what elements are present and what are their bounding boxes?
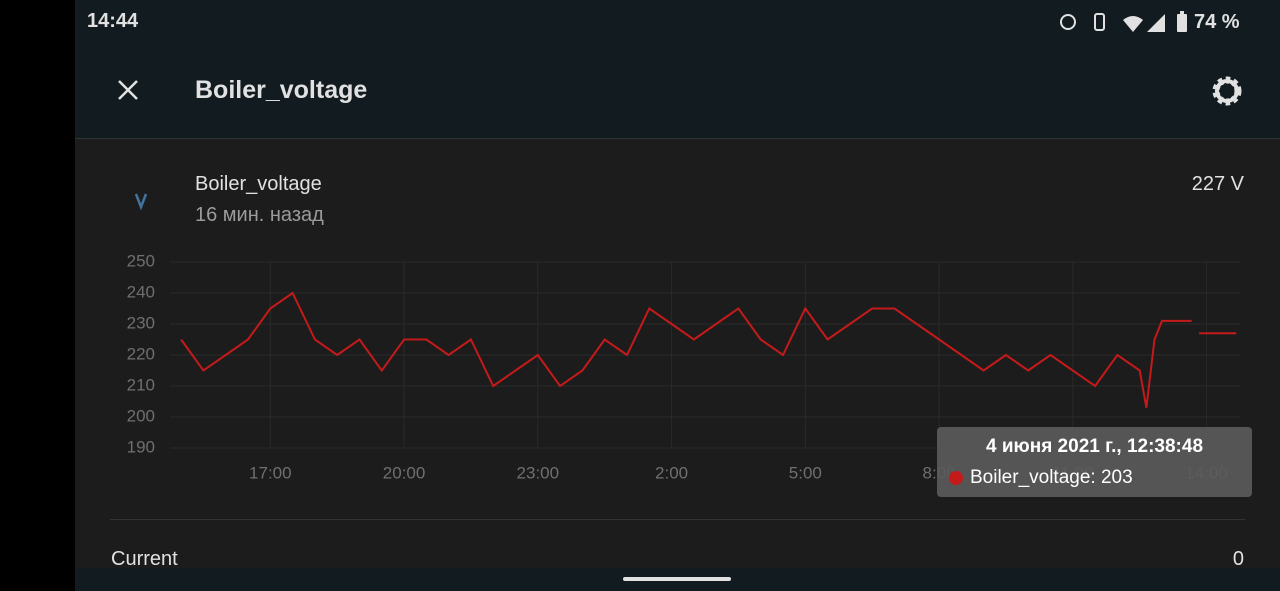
entity-name: Boiler_voltage	[195, 173, 322, 195]
tooltip-row: Boiler_voltage: 203	[949, 467, 1252, 489]
attribute-name: Current	[111, 548, 178, 570]
status-icons	[1060, 13, 1165, 32]
y-tick-label: 210	[127, 375, 155, 394]
y-tick-label: 220	[127, 344, 155, 363]
app-bar	[75, 0, 1280, 139]
x-tick-label: 17:00	[249, 463, 292, 482]
attribute-value: 0	[1232, 548, 1244, 570]
tooltip: 4 июня 2021 г., 12:38:48 Boiler_voltage:…	[937, 427, 1252, 497]
x-tick-label: 5:00	[789, 463, 822, 482]
entity-state: 227 V	[1191, 173, 1244, 195]
y-tick-label: 190	[127, 437, 155, 456]
y-tick-label: 250	[127, 251, 155, 270]
dialog-title: Boiler_voltage	[195, 76, 368, 104]
home-indicator[interactable]	[623, 577, 731, 581]
entity-icon	[134, 193, 148, 210]
tooltip-title: 4 июня 2021 г., 12:38:48	[985, 436, 1204, 457]
y-tick-label: 240	[127, 282, 155, 301]
battery-level: 74 %	[1194, 11, 1240, 33]
y-tick-label: 230	[127, 313, 155, 332]
battery-icon	[1177, 11, 1187, 32]
settings-button[interactable]	[1210, 74, 1244, 108]
entity-last-changed: 16 мин. назад	[195, 204, 324, 226]
divider	[110, 519, 1245, 520]
y-tick-label: 200	[127, 406, 155, 425]
x-tick-label: 2:00	[655, 463, 688, 482]
tooltip-label: Boiler_voltage: 203	[970, 467, 1133, 488]
x-tick-label: 23:00	[517, 463, 560, 482]
x-tick-label: 20:00	[383, 463, 426, 482]
data-line	[180, 291, 1237, 408]
status-time: 14:44	[87, 10, 139, 32]
tooltip-swatch	[949, 471, 963, 485]
close-button[interactable]	[116, 78, 140, 102]
